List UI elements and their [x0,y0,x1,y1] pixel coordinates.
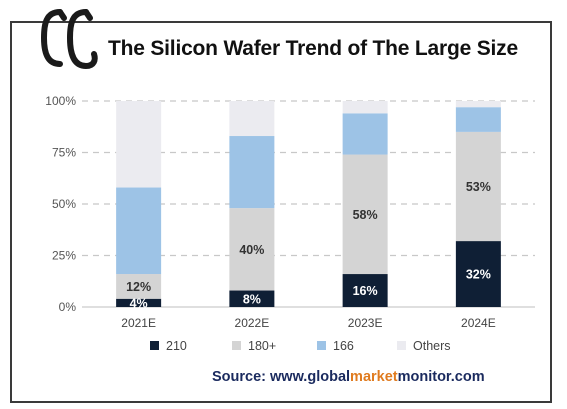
y-tick-label: 50% [52,197,76,211]
legend-swatch [317,341,326,350]
legend-label: 210 [166,339,187,353]
source-prefix: Source: www. [212,369,308,385]
x-tick-label: 2021E [121,316,156,330]
bar-segment-others [229,101,275,137]
bar-segment-210 [116,298,162,307]
bar-segment-166 [455,107,501,132]
bar-segment-180plus [116,274,162,299]
bar-segment-210 [342,274,388,307]
data-label: 4% [130,296,148,310]
bar-segment-180plus [455,131,501,242]
chart-title: The Silicon Wafer Trend of The Large Siz… [108,37,518,60]
bar-segment-166 [116,187,162,275]
source-global: global [307,369,351,385]
data-label: 12% [126,280,151,294]
legend-swatch [397,341,406,350]
bar-segment-166 [229,136,275,209]
y-tick-label: 25% [52,249,76,263]
source-suffix: .com [450,369,485,385]
bar-segment-210 [455,241,501,307]
bar-segment-others [455,101,501,108]
legend-label: 180+ [248,339,276,353]
data-label: 53% [466,180,491,194]
data-label: 32% [466,268,491,282]
y-tick-label: 100% [45,94,76,108]
data-label: 40% [239,243,264,257]
source-market: market [350,369,398,385]
y-tick-label: 75% [52,146,76,160]
source-monitor: monitor [397,369,451,385]
data-label: 58% [353,208,378,222]
legend-label: Others [413,339,451,353]
bar-segment-others [116,101,162,188]
bar-segment-180plus [342,154,388,275]
x-tick-label: 2023E [348,316,383,330]
x-tick-label: 2024E [461,316,496,330]
x-tick-label: 2022E [235,316,270,330]
brand-logo-icon [40,9,98,70]
source-credit[interactable]: Source: www.globalmarketmonitor.com [212,369,485,385]
data-label: 16% [353,284,378,298]
legend-label: 166 [333,339,354,353]
bar-segment-210 [229,290,275,307]
bar-segment-166 [342,113,388,155]
bar-segment-others [342,101,388,114]
y-tick-label: 0% [59,300,77,314]
data-label: 8% [243,292,261,306]
legend-swatch [150,341,159,350]
legend-swatch [232,341,241,350]
bar-segment-180plus [229,208,275,291]
